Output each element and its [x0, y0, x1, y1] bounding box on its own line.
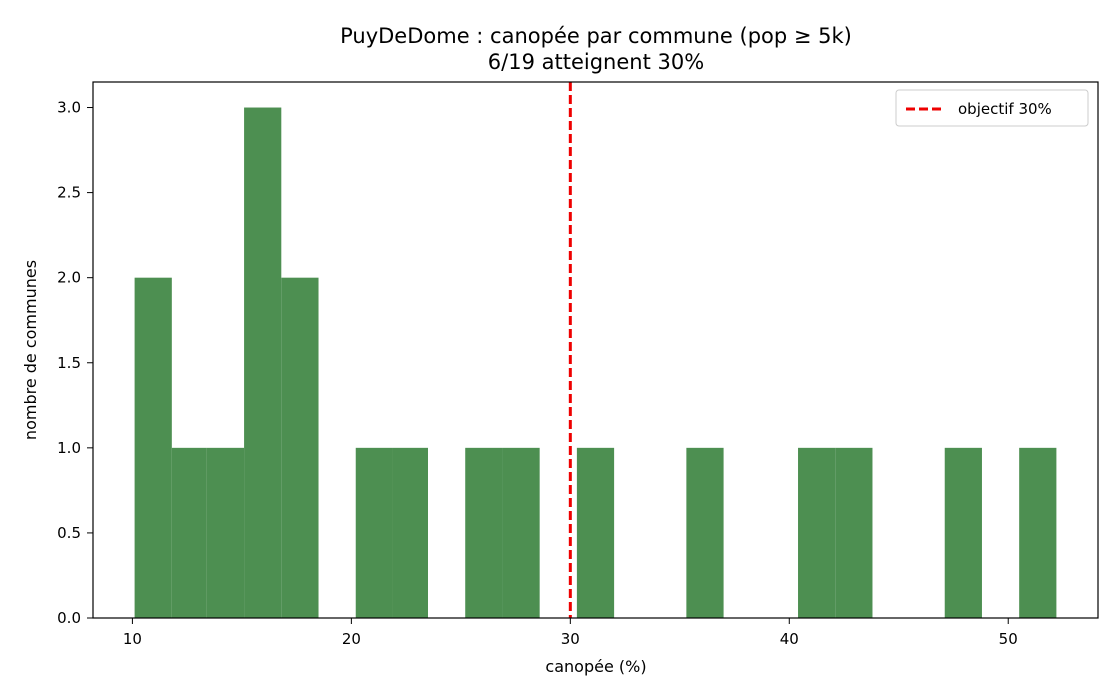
histogram-bar	[355, 447, 393, 618]
y-tick-label: 1.0	[57, 439, 81, 457]
legend-label-objectif: objectif 30%	[958, 100, 1052, 118]
legend: objectif 30%	[895, 89, 1089, 127]
histogram-bar	[281, 277, 319, 618]
histogram-bar	[134, 277, 172, 618]
histogram-bar	[576, 447, 615, 618]
histogram-bar	[206, 447, 245, 618]
x-axis-ticks: 10 20 30 40 50	[123, 618, 1018, 648]
plot-frame	[92, 81, 1099, 619]
y-tick-label: 3.0	[57, 99, 81, 117]
histogram-bar	[1019, 447, 1057, 618]
y-tick-label: 1.5	[57, 354, 81, 372]
bars	[134, 107, 1057, 619]
histogram-bar	[686, 447, 724, 618]
y-tick-label: 2.5	[57, 184, 81, 202]
histogram-bar	[465, 447, 503, 618]
y-tick-label: 0.5	[57, 524, 81, 542]
histogram-bar	[171, 447, 207, 618]
y-axis-ticks: 0.0 0.5 1.0 1.5 2.0 2.5 3.0	[57, 99, 93, 627]
histogram-bar	[244, 107, 282, 619]
legend-box	[895, 89, 1089, 127]
histogram-bar	[502, 447, 540, 618]
histogram-bar	[835, 447, 873, 618]
x-tick-label: 50	[999, 630, 1018, 648]
chart-title: PuyDeDome : canopée par commune (pop ≥ 5…	[340, 24, 852, 48]
x-tick-label: 40	[780, 630, 799, 648]
histogram-bar	[392, 447, 428, 618]
x-tick-label: 10	[123, 630, 142, 648]
histogram-bar	[798, 447, 836, 618]
x-tick-label: 30	[561, 630, 580, 648]
x-tick-label: 20	[342, 630, 361, 648]
histogram-bar	[944, 447, 982, 618]
y-tick-label: 0.0	[57, 609, 81, 627]
chart-subtitle: 6/19 atteignent 30%	[488, 50, 704, 74]
y-axis-label: nombre de communes	[21, 260, 40, 440]
x-axis-label: canopée (%)	[545, 657, 646, 676]
y-tick-label: 2.0	[57, 269, 81, 287]
